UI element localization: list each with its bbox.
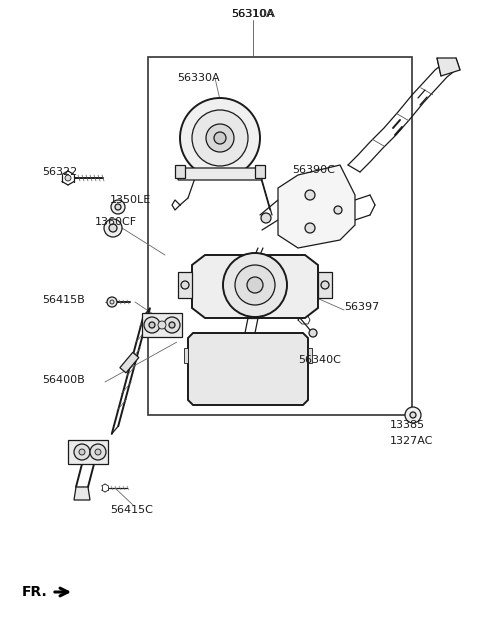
Text: 56310A: 56310A bbox=[231, 9, 275, 19]
Text: 56397: 56397 bbox=[344, 302, 379, 312]
Polygon shape bbox=[142, 313, 182, 337]
Bar bbox=[196, 341, 300, 397]
Polygon shape bbox=[188, 333, 308, 405]
Text: 56415C: 56415C bbox=[110, 505, 153, 515]
Text: 1360CF: 1360CF bbox=[95, 217, 137, 227]
Circle shape bbox=[164, 317, 180, 333]
Circle shape bbox=[169, 322, 175, 328]
Circle shape bbox=[65, 175, 71, 181]
Text: FR.: FR. bbox=[22, 585, 48, 599]
Circle shape bbox=[111, 200, 125, 214]
Circle shape bbox=[104, 219, 122, 237]
Polygon shape bbox=[120, 353, 139, 373]
Circle shape bbox=[110, 300, 114, 304]
Circle shape bbox=[223, 253, 287, 317]
Circle shape bbox=[214, 132, 226, 144]
Text: 56330A: 56330A bbox=[177, 73, 220, 83]
Polygon shape bbox=[68, 440, 108, 464]
Text: 56415B: 56415B bbox=[42, 295, 85, 305]
Text: 56390C: 56390C bbox=[292, 165, 335, 175]
Circle shape bbox=[90, 444, 106, 460]
Polygon shape bbox=[318, 272, 332, 298]
Circle shape bbox=[149, 322, 155, 328]
Circle shape bbox=[74, 444, 90, 460]
Polygon shape bbox=[255, 165, 265, 178]
Circle shape bbox=[109, 224, 117, 232]
Bar bbox=[148, 57, 412, 415]
Polygon shape bbox=[308, 348, 312, 363]
Circle shape bbox=[235, 265, 275, 305]
Polygon shape bbox=[178, 168, 262, 180]
Polygon shape bbox=[192, 255, 318, 318]
Polygon shape bbox=[175, 165, 185, 178]
Polygon shape bbox=[184, 348, 188, 363]
Circle shape bbox=[206, 124, 234, 152]
Circle shape bbox=[79, 449, 85, 455]
Circle shape bbox=[405, 407, 421, 423]
Circle shape bbox=[107, 297, 117, 307]
Circle shape bbox=[144, 317, 160, 333]
Circle shape bbox=[309, 329, 317, 337]
Circle shape bbox=[180, 98, 260, 178]
Polygon shape bbox=[178, 272, 192, 298]
Polygon shape bbox=[278, 165, 355, 248]
Circle shape bbox=[115, 204, 121, 210]
Text: 1350LE: 1350LE bbox=[110, 195, 151, 205]
Polygon shape bbox=[74, 487, 90, 500]
Circle shape bbox=[158, 321, 166, 329]
Circle shape bbox=[192, 110, 248, 166]
Circle shape bbox=[95, 449, 101, 455]
Circle shape bbox=[181, 281, 189, 289]
Text: 56310A: 56310A bbox=[232, 9, 274, 19]
Polygon shape bbox=[437, 58, 460, 76]
Circle shape bbox=[334, 206, 342, 214]
Text: 56340C: 56340C bbox=[298, 355, 341, 365]
Circle shape bbox=[247, 277, 263, 293]
Circle shape bbox=[321, 281, 329, 289]
Circle shape bbox=[261, 213, 271, 223]
Text: 56322: 56322 bbox=[42, 167, 77, 177]
Text: 13385: 13385 bbox=[390, 420, 425, 430]
Circle shape bbox=[410, 412, 416, 418]
Text: 1327AC: 1327AC bbox=[390, 436, 433, 446]
Text: 56400B: 56400B bbox=[42, 375, 85, 385]
Circle shape bbox=[305, 190, 315, 200]
Circle shape bbox=[305, 223, 315, 233]
